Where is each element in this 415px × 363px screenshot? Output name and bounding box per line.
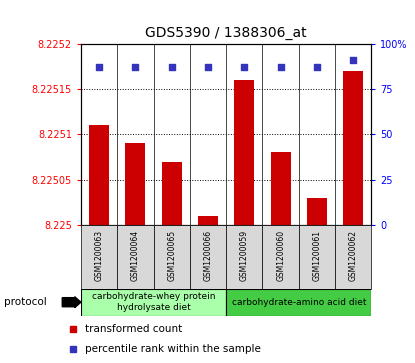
Bar: [234, 80, 254, 225]
Point: [350, 57, 356, 63]
Bar: [89, 125, 109, 225]
Bar: [125, 143, 145, 225]
Text: GSM1200061: GSM1200061: [312, 230, 322, 281]
Bar: [117, 225, 154, 289]
Text: carbohydrate-whey protein
hydrolysate diet: carbohydrate-whey protein hydrolysate di…: [92, 293, 215, 312]
Bar: [335, 225, 371, 289]
Title: GDS5390 / 1388306_at: GDS5390 / 1388306_at: [145, 26, 307, 40]
Text: GSM1200063: GSM1200063: [95, 230, 104, 281]
Text: GSM1200060: GSM1200060: [276, 230, 285, 281]
Text: protocol: protocol: [4, 297, 47, 307]
Text: percentile rank within the sample: percentile rank within the sample: [85, 344, 261, 354]
Bar: [343, 71, 363, 225]
Point: [241, 64, 248, 70]
Text: GSM1200066: GSM1200066: [203, 230, 212, 281]
Point: [314, 64, 320, 70]
Point: [168, 64, 175, 70]
Bar: [162, 162, 182, 225]
Text: GSM1200065: GSM1200065: [167, 230, 176, 281]
Bar: [299, 225, 335, 289]
Bar: [198, 216, 218, 225]
Bar: [226, 225, 263, 289]
Bar: [226, 289, 371, 316]
Text: transformed count: transformed count: [85, 325, 182, 334]
Bar: [263, 225, 299, 289]
Text: carbohydrate-amino acid diet: carbohydrate-amino acid diet: [232, 298, 366, 307]
Bar: [154, 225, 190, 289]
Bar: [81, 225, 117, 289]
Bar: [271, 152, 290, 225]
Point: [205, 64, 211, 70]
Point: [96, 64, 103, 70]
Point: [277, 64, 284, 70]
Bar: [307, 198, 327, 225]
Point: [132, 64, 139, 70]
Bar: [81, 289, 226, 316]
Text: GSM1200064: GSM1200064: [131, 230, 140, 281]
Bar: [190, 225, 226, 289]
Text: GSM1200062: GSM1200062: [349, 230, 358, 281]
Text: GSM1200059: GSM1200059: [240, 230, 249, 281]
